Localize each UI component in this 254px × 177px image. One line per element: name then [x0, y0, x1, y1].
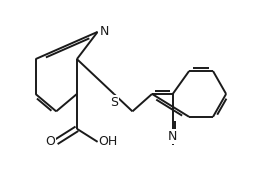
- Text: N: N: [168, 130, 178, 143]
- Text: OH: OH: [99, 135, 118, 148]
- Text: S: S: [110, 96, 118, 109]
- Text: N: N: [99, 25, 109, 38]
- Text: O: O: [45, 135, 55, 148]
